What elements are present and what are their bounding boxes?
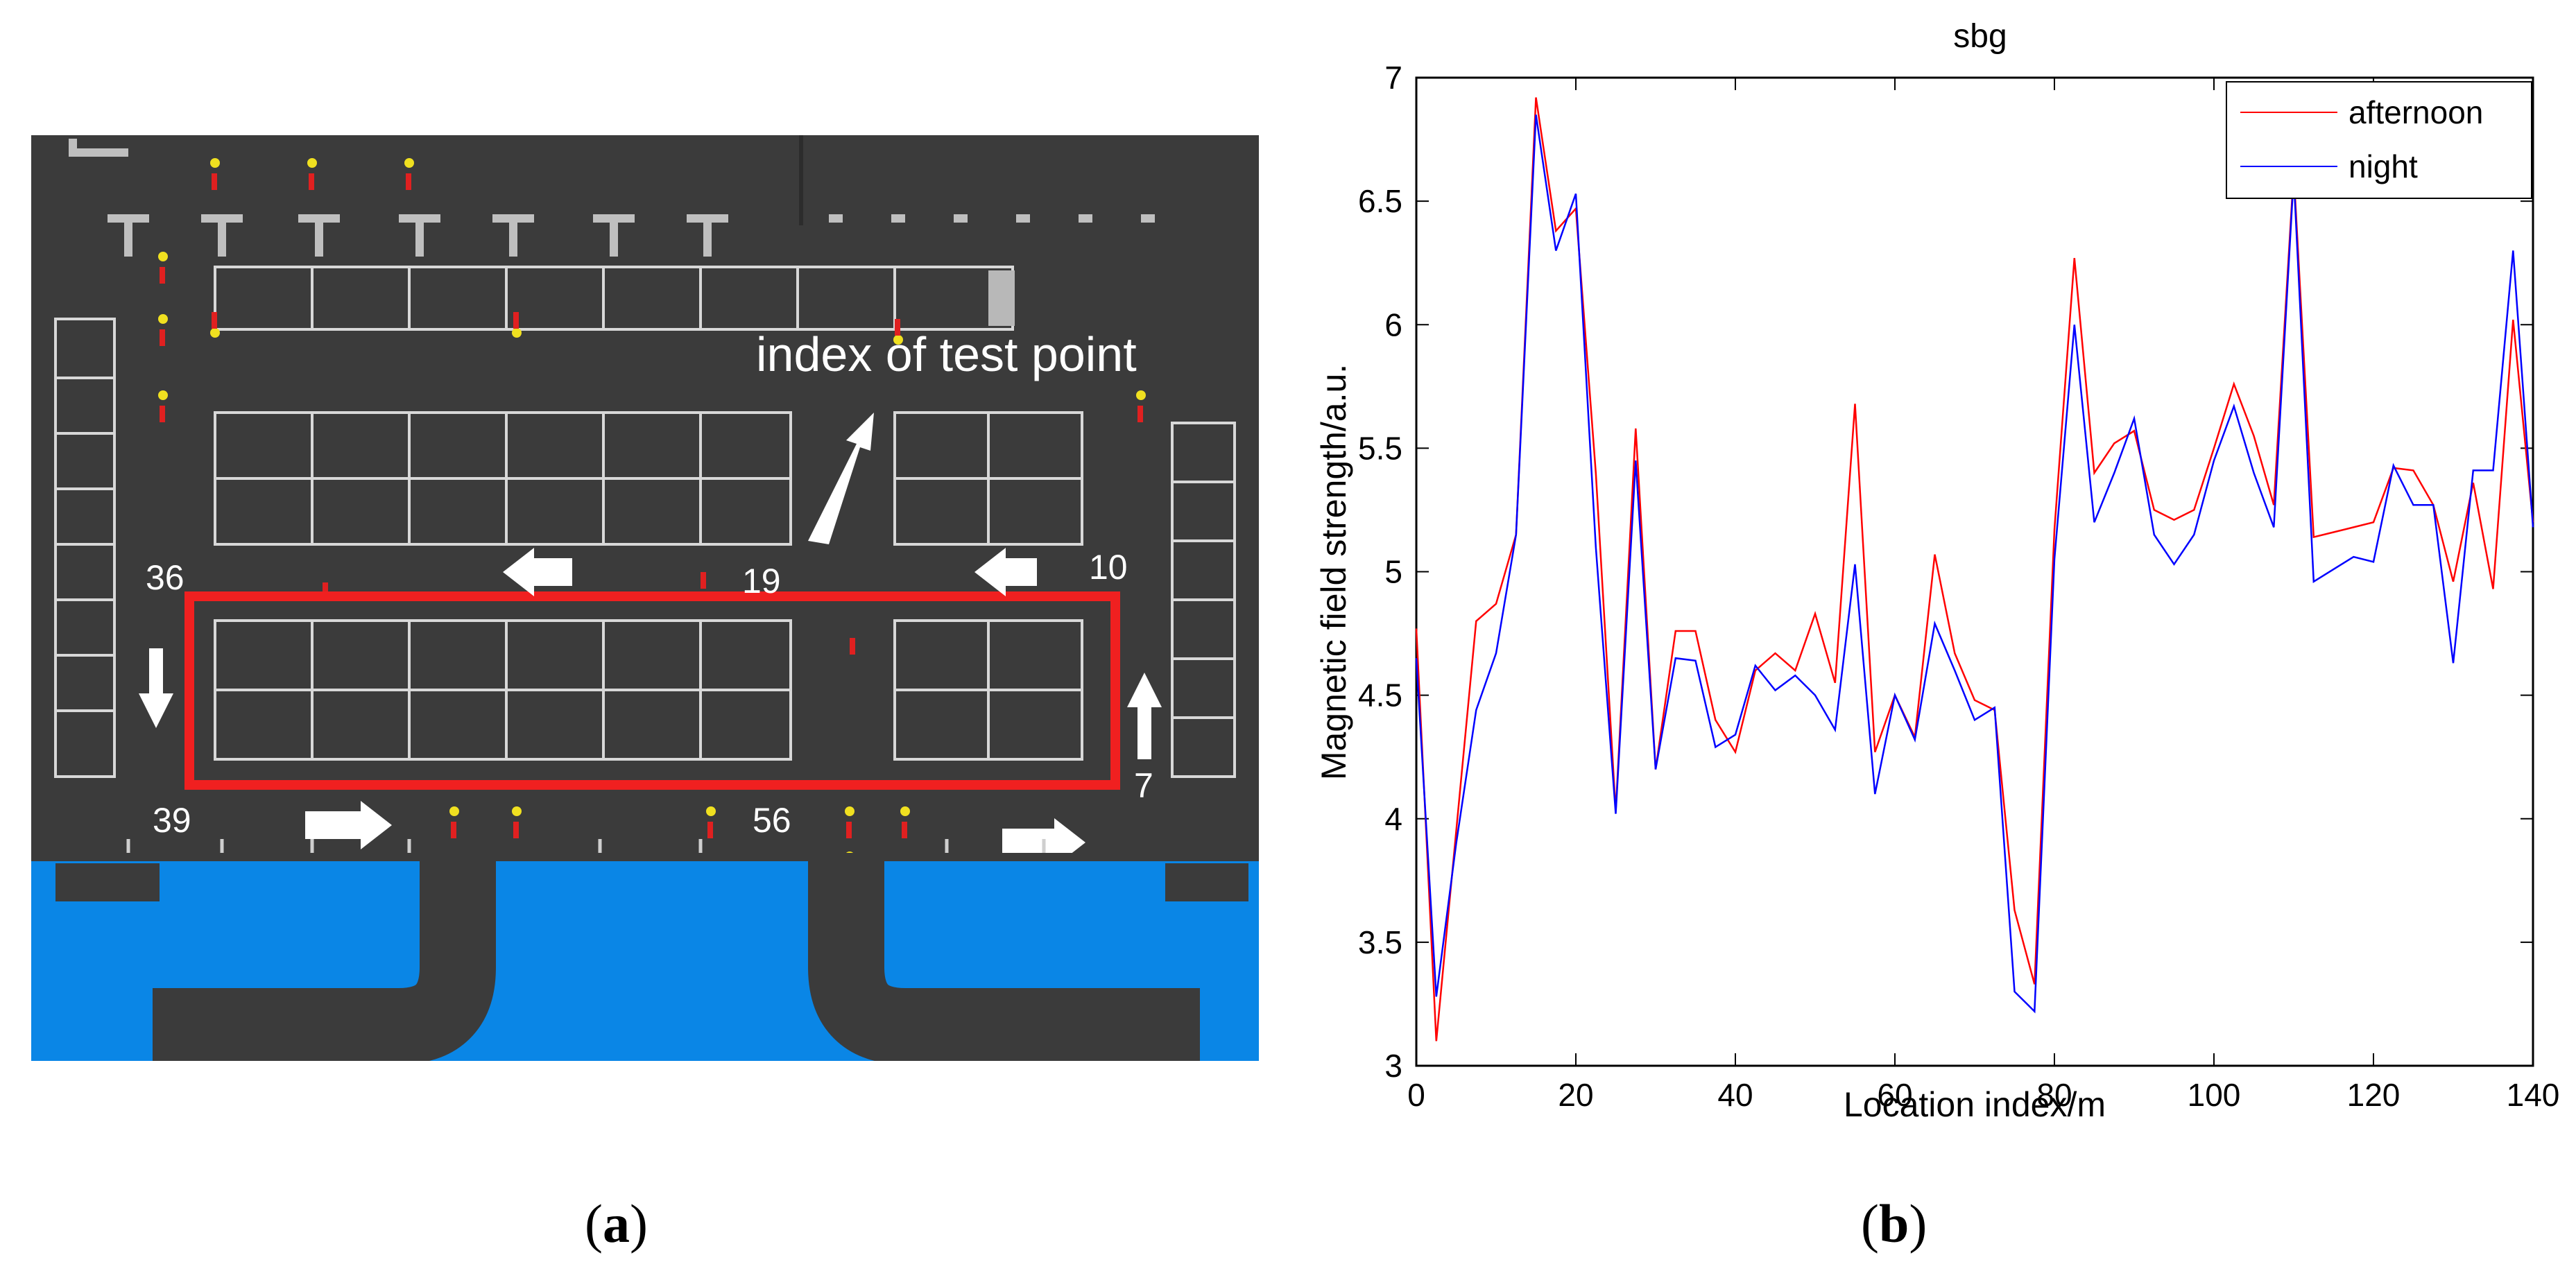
arrow-left-icon	[503, 548, 572, 596]
y-tick-label: 5.5	[1358, 430, 1402, 466]
highlight-rectangle	[184, 591, 1120, 790]
series-line-afternoon	[1415, 97, 2534, 1041]
x-tick-label: 0	[1407, 1077, 1425, 1113]
series-line-night	[1415, 114, 2534, 1014]
x-tick-label: 140	[2507, 1077, 2560, 1113]
x-tick-label: 80	[2036, 1077, 2072, 1113]
chart-title: sbg	[1953, 18, 2007, 55]
point-label-39: 39	[153, 801, 191, 840]
panel-a-caption: (a)	[585, 1193, 648, 1254]
plot-area	[1415, 76, 2534, 1067]
y-tick-label: 6	[1384, 306, 1402, 343]
index-of-test-point-label: index of test point	[756, 327, 1137, 381]
y-tick-label: 3	[1384, 1048, 1402, 1084]
data-lines	[1415, 97, 2534, 1041]
parking-map-image: index of test point 36 19 10 39 56 7	[31, 135, 1259, 1061]
x-tick-label: 100	[2188, 1077, 2241, 1113]
point-label-56: 56	[753, 801, 791, 840]
point-label-19: 19	[742, 562, 781, 600]
x-tick-label: 120	[2347, 1077, 2401, 1113]
x-tick-label: 40	[1717, 1077, 1753, 1113]
arrow-right-icon	[305, 801, 392, 849]
point-label-36: 36	[146, 558, 184, 597]
y-axis-label: Magnetic field strength/a.u.	[1314, 364, 1353, 780]
panel-b-caption: (b)	[1861, 1193, 1927, 1254]
y-tick-label: 7	[1384, 60, 1402, 96]
arrow-down-icon	[139, 648, 173, 728]
chart-legend: afternoon night	[2226, 81, 2532, 199]
parking-map-panel: index of test point 36 19 10 39 56 7	[31, 135, 1259, 1061]
legend-label-afternoon: afternoon	[2349, 94, 2483, 130]
y-tick-label: 4.5	[1358, 677, 1402, 714]
magnetic-field-chart-panel: sbg 0 20 40 60 80 100 120 140 3 3.5 4 4.5 5 5.5 6 6.5 7 …	[1269, 0, 2576, 1179]
legend-box	[2226, 81, 2532, 199]
axis-ticks: 0 20 40 60 80 100 120 140 3 3.5 4 4.5 5 5.5 6 6.5 7	[1358, 60, 2559, 1113]
point-label-7: 7	[1134, 766, 1153, 805]
x-tick-label: 60	[1877, 1077, 1912, 1113]
x-tick-label: 20	[1558, 1077, 1593, 1113]
arrow-up-icon	[1127, 673, 1162, 759]
y-tick-label: 3.5	[1358, 924, 1402, 960]
x-axis-label: Location index/m	[1844, 1085, 2106, 1124]
point-number-labels: 36 19 10 39 56 7	[146, 548, 1153, 840]
y-tick-label: 4	[1384, 801, 1402, 837]
pointer-arrow-icon	[808, 413, 874, 544]
point-label-10: 10	[1089, 548, 1128, 587]
left-pier	[153, 860, 496, 1061]
magnetic-field-chart: sbg 0 20 40 60 80 100 120 14033.544.555.566.57 …	[1269, 0, 2576, 1179]
y-tick-label: 5	[1384, 554, 1402, 590]
top-lane-markings	[69, 139, 1155, 257]
dock-posts	[126, 839, 1046, 860]
arrow-left-icon	[974, 548, 1037, 596]
direction-arrows	[139, 413, 1162, 867]
test-point-ids	[160, 173, 1143, 838]
y-tick-label: 6.5	[1358, 183, 1402, 219]
legend-label-night: night	[2349, 148, 2418, 184]
parking-bays	[54, 266, 1236, 778]
right-pier	[808, 860, 1200, 1061]
